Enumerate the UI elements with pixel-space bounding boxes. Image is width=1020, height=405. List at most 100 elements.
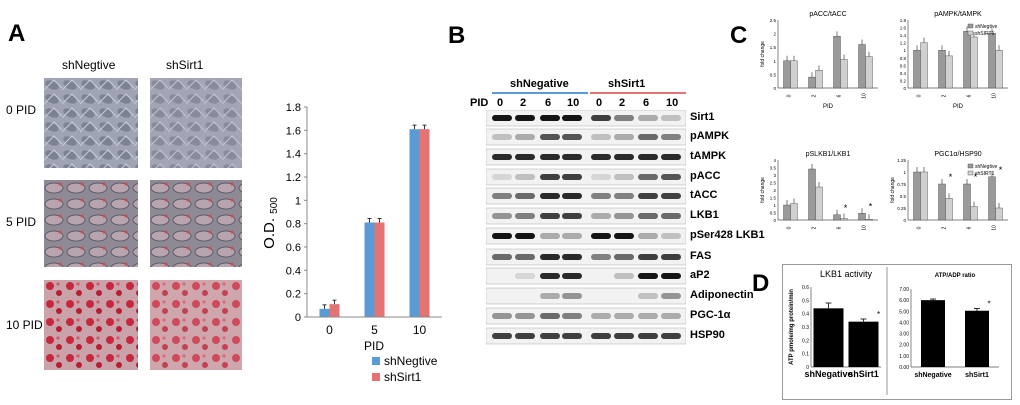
c-chart-title: pSLKB1/LKB1 — [806, 151, 851, 158]
c-ytick: 2 — [773, 32, 776, 37]
c-ytick: 1.5 — [770, 45, 777, 50]
d-ytick: 0.2 — [802, 338, 809, 344]
a-ytick-label: 1.8 — [286, 102, 301, 114]
d-asterisk: * — [987, 300, 990, 309]
c-bar-0-1-1 — [815, 70, 823, 89]
blot-band — [614, 193, 634, 199]
c-ytick: 1 — [903, 48, 906, 53]
blot-band — [492, 333, 512, 339]
blot-band — [492, 254, 512, 260]
d-xtick: shNegative — [804, 369, 852, 379]
blot-strip-0 — [486, 110, 686, 127]
c-ytick: 1.4 — [900, 33, 907, 38]
c-ytick: 0 — [773, 86, 776, 91]
timepoint-label: 10 — [666, 97, 679, 109]
blot-band — [638, 293, 658, 299]
micrograph-shnegtive-0pid — [44, 78, 138, 168]
blot-band — [515, 313, 535, 319]
blot-band — [614, 134, 634, 140]
a-xlabel: PID — [364, 339, 384, 353]
d-ytick: 0 — [806, 365, 809, 371]
pid-label: PID — [470, 97, 489, 109]
c-chart-3: PGC1α/HSP90 fold change 0 0.25 0.5 0.75 1 1.25 0… — [890, 151, 1008, 230]
c-ytick: 1.6 — [900, 26, 907, 31]
blot-band — [591, 213, 611, 219]
blot-band — [492, 313, 512, 319]
blot-band — [492, 193, 512, 199]
a-ytick-label: 0.8 — [286, 219, 301, 231]
c-bar-3-2-0 — [963, 183, 971, 221]
c-legend-1: shSIRT1 — [975, 171, 995, 177]
blot-band — [614, 233, 634, 239]
c-xtick: 6 — [967, 94, 973, 97]
d-xtick: shNegative — [914, 372, 951, 379]
blot-band — [591, 254, 611, 260]
blot-band — [562, 134, 582, 140]
d-title: LKB1 activity — [820, 269, 873, 279]
blot-band — [638, 313, 658, 319]
a-legend-shnegtive: shNegtive — [384, 354, 438, 368]
band-label-6: pSer428 LKB1 — [690, 229, 765, 241]
c-legend-0: shNegtive — [975, 24, 997, 30]
c-bar-2-1-1 — [815, 186, 823, 221]
blot-band — [540, 115, 560, 121]
blot-band — [591, 174, 611, 180]
c-bar-2-0-1 — [790, 203, 798, 221]
blot-band — [638, 193, 658, 199]
blot-band — [515, 174, 535, 180]
timepoint-label: 10 — [567, 97, 580, 109]
d-ytick: 0.3 — [802, 325, 809, 331]
c-xtick: 2 — [812, 226, 818, 229]
blot-band — [638, 154, 658, 160]
blot-band — [540, 273, 560, 279]
c-bar-2-0-0 — [783, 204, 791, 221]
blot-band — [562, 313, 582, 319]
d-ytick: 0.4 — [802, 312, 809, 318]
a-ytick-label: 1.2 — [286, 172, 301, 184]
d-ytick: 6.00 — [899, 298, 909, 304]
panel-b-label: B — [448, 22, 466, 49]
d-chart-1: ATP/ADP ratio 0.00 1.00 2.00 3.00 4.00 5.00 6.0… — [899, 273, 999, 379]
d-ytick: 4.00 — [899, 320, 909, 326]
blot-band — [638, 333, 658, 339]
timepoint-label: 6 — [545, 97, 552, 109]
blot-band — [540, 154, 560, 160]
group-line-shnegative — [492, 92, 588, 94]
c-ytick: 1 — [903, 170, 906, 175]
c-legend-0: shNegtive — [975, 164, 997, 170]
c-bar-3-0-1 — [920, 171, 928, 221]
c-bar-1-2-0 — [963, 31, 971, 89]
blot-band — [540, 134, 560, 140]
a-legend-swatch-shnegtive — [372, 357, 380, 365]
blot-band — [492, 115, 512, 121]
group-label-shsirt1: shSirt1 — [608, 78, 646, 90]
c-xtick: 0 — [917, 226, 923, 229]
blot-band — [591, 134, 611, 140]
blot-band — [661, 273, 681, 279]
blot-band — [540, 333, 560, 339]
c-bar-1-1-1 — [945, 55, 953, 89]
c-xtick: 2 — [942, 226, 948, 229]
blot-band — [492, 213, 512, 219]
blot-band — [515, 213, 535, 219]
blot-band — [661, 293, 681, 299]
blot-band — [562, 293, 582, 299]
blot-strip-11 — [486, 327, 686, 345]
blot-band — [661, 115, 681, 121]
blot-strip-2 — [486, 148, 686, 166]
blot-band — [562, 254, 582, 260]
c-chart-0: pACC/tACC fold change 0 0.5 1 1.5 2 2.5 0 2 6 10 PID — [760, 11, 878, 110]
c-bar-0-2-1 — [840, 59, 848, 89]
blot-band — [515, 134, 535, 140]
blot-band — [638, 134, 658, 140]
a-ytick-label: 0.4 — [286, 265, 301, 277]
c-ytick: 1.8 — [900, 18, 907, 23]
blot-band — [638, 174, 658, 180]
blot-band — [492, 233, 512, 239]
panel-d-frame — [782, 264, 1012, 400]
c-bar-2-2-0 — [833, 214, 841, 221]
d-ytick: 5.00 — [899, 309, 909, 315]
blot-band — [614, 313, 634, 319]
blot-band — [638, 233, 658, 239]
d-ytick: 2.00 — [899, 343, 909, 349]
